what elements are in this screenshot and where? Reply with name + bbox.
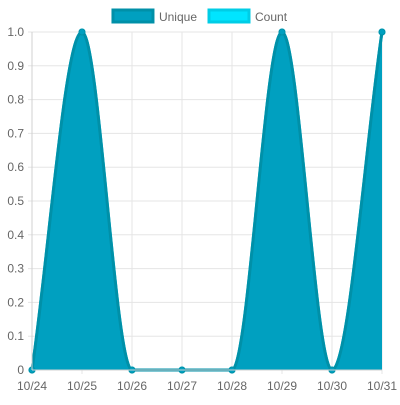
x-tick-label: 10/30 bbox=[317, 379, 347, 393]
y-tick-label: 0.6 bbox=[7, 160, 24, 174]
y-tick-label: 0.3 bbox=[7, 262, 24, 276]
series-area-fill bbox=[32, 32, 382, 370]
legend: Unique Count bbox=[111, 8, 288, 24]
y-tick-label: 0.8 bbox=[7, 93, 24, 107]
legend-swatch bbox=[111, 8, 155, 24]
axes: 0 0.1 0.2 0.3 0.4 0.5 0.6 0.7 0.8 0.9 1.0 10/24 10/2… bbox=[7, 25, 397, 393]
y-tick-label: 0.5 bbox=[7, 194, 24, 208]
data-point[interactable] bbox=[378, 28, 386, 36]
legend-label: Count bbox=[255, 10, 288, 24]
y-tick-label: 0.2 bbox=[7, 295, 24, 309]
y-tick-label: 1.0 bbox=[7, 25, 24, 39]
y-tick-label: 0.9 bbox=[7, 59, 24, 73]
x-tick-label: 10/26 bbox=[117, 379, 147, 393]
legend-label: Unique bbox=[159, 10, 197, 24]
y-tick-label: 0.1 bbox=[7, 329, 24, 343]
x-tick-label: 10/24 bbox=[17, 379, 47, 393]
legend-item-unique[interactable]: Unique bbox=[111, 8, 197, 24]
y-tick-label: 0.4 bbox=[7, 228, 24, 242]
legend-item-count[interactable]: Count bbox=[207, 8, 288, 24]
x-tick-label: 10/25 bbox=[67, 379, 97, 393]
y-tick-label: 0 bbox=[17, 363, 24, 377]
x-tick-label: 10/31 bbox=[367, 379, 397, 393]
data-point[interactable] bbox=[278, 28, 286, 36]
x-tick-label: 10/29 bbox=[267, 379, 297, 393]
x-tick-label: 10/27 bbox=[167, 379, 197, 393]
legend-swatch bbox=[207, 8, 251, 24]
data-point[interactable] bbox=[78, 28, 86, 36]
y-tick-label: 0.7 bbox=[7, 126, 24, 140]
x-tick-label: 10/28 bbox=[217, 379, 247, 393]
